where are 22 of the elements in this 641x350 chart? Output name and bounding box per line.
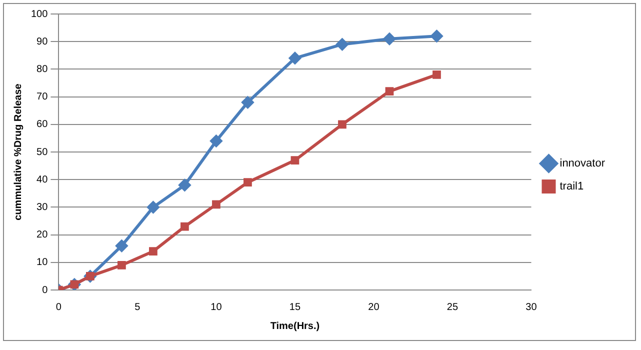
x-axis-title: Time(Hrs.) <box>270 320 320 332</box>
y-tick-label: 30 <box>36 202 48 213</box>
y-tick-label: 50 <box>36 146 48 158</box>
x-tick-label: 25 <box>446 302 458 313</box>
y-tick-label: 0 <box>42 284 48 296</box>
y-tick-label: 100 <box>30 8 48 20</box>
legend-label: trail1 <box>560 180 584 193</box>
y-tick-label: 40 <box>36 174 48 186</box>
y-axis-title: cummulative %Drug Release <box>12 83 24 220</box>
legend-label: innovator <box>560 158 606 170</box>
x-tick-label: 15 <box>289 302 301 313</box>
x-tick-label: 5 <box>134 302 141 313</box>
y-tick-label: 90 <box>36 36 48 48</box>
y-tick-label: 70 <box>36 92 48 103</box>
y-tick-label: 10 <box>36 257 48 268</box>
y-tick-label: 20 <box>36 230 48 241</box>
y-tick-label: 80 <box>36 64 48 75</box>
x-tick-label: 0 <box>56 302 62 313</box>
x-tick-label: 30 <box>526 302 538 313</box>
y-tick-label: 60 <box>36 119 48 130</box>
x-tick-label: 10 <box>210 302 222 313</box>
x-tick-label: 20 <box>368 302 380 313</box>
